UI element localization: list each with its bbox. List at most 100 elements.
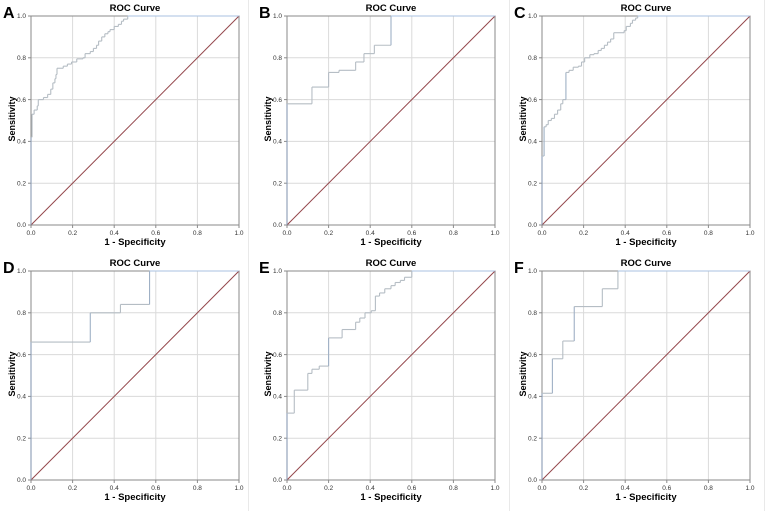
x-tick-label: 1.0 (234, 485, 243, 492)
roc-plot: 0.00.0 0.2 0.2 0.4 0.4 0.6 0.6 0.8 0.8 1.0 1.0 (528, 13, 755, 237)
chart-title: ROC Curve (365, 258, 417, 269)
y-tick-label: 1.0 (17, 13, 26, 20)
x-tick-label: 0.2 (68, 485, 77, 492)
x-axis-label: 1 - Specificity (360, 492, 422, 503)
y-tick-label: 0.0 (17, 477, 26, 484)
plot-frame (286, 270, 496, 481)
y-tick-label: 0.8 (17, 55, 26, 62)
chart-title: ROC Curve (109, 3, 161, 14)
panel-letter: A (3, 5, 15, 22)
panel-e: E ROC Curve Sensitivity 0.0 0.0 0.2 0.2 0.4 0… (256, 255, 511, 510)
chart-title: ROC Curve (365, 3, 417, 14)
roc-plot: 0.00.0 0.2 0.2 0.4 0.4 0.6 0.6 0.8 0.8 1.0 1.0 (273, 268, 500, 492)
reference-line (30, 15, 240, 226)
y-tick-label: 0.2 (273, 180, 282, 187)
x-tick-label: 0.2 (68, 230, 77, 237)
x-tick-label: 0.8 (193, 230, 202, 237)
x-tick-label: 1.0 (490, 485, 499, 492)
x-tick-label: 1.0 (490, 230, 499, 237)
x-tick-label: 0.8 (193, 485, 202, 492)
y-tick-label: 0.0 (273, 477, 282, 484)
chart-title: ROC Curve (620, 258, 672, 269)
x-tick-label: 0.0 (537, 230, 546, 237)
panel-separator (509, 0, 510, 511)
y-tick-label: 0.4 (273, 139, 282, 146)
y-tick-label: 0.8 (17, 310, 26, 317)
x-tick-label: 0.6 (151, 485, 160, 492)
x-tick-label: 1.0 (234, 230, 243, 237)
x-tick-label: 0.8 (449, 230, 458, 237)
panel-letter: F (514, 260, 524, 277)
reference-line (541, 15, 751, 226)
y-tick-label: 0.0 (273, 222, 282, 229)
x-tick-label: 0.0 (26, 230, 35, 237)
roc-plot: 0.00.0 0.2 0.2 0.4 0.4 0.6 0.6 0.8 0.8 1.0 1.0 (273, 13, 500, 237)
x-tick-label: 1.0 (745, 230, 754, 237)
y-tick-label: 0.2 (17, 435, 26, 442)
panel-separator (248, 0, 249, 511)
chart-title: ROC Curve (620, 3, 672, 14)
y-tick-label: 1.0 (273, 268, 282, 275)
y-tick-label: 0.2 (528, 180, 537, 187)
y-tick-label: 0.4 (17, 139, 26, 146)
panel-letter: D (3, 260, 15, 277)
x-tick-label: 0.6 (407, 230, 416, 237)
x-axis-label: 1 - Specificity (615, 492, 677, 503)
y-tick-label: 0.0 (528, 222, 537, 229)
y-tick-label: 0.8 (273, 310, 282, 317)
y-tick-label: 0.0 (17, 222, 26, 229)
x-tick-label: 0.4 (110, 230, 119, 237)
panel-b: B ROC Curve Sensitivity 0.0 0.0 0.2 0.2 0.4 0… (256, 0, 511, 255)
x-axis-label: 1 - Specificity (104, 492, 166, 503)
reference-line (286, 270, 496, 481)
x-tick-label: 0.0 (282, 230, 291, 237)
panel-letter: B (259, 5, 271, 22)
y-tick-label: 0.0 (528, 477, 537, 484)
reference-line (541, 270, 751, 481)
y-tick-label: 0.8 (528, 310, 537, 317)
x-tick-label: 0.0 (282, 485, 291, 492)
y-tick-label: 0.4 (528, 394, 537, 401)
chart-title: ROC Curve (109, 258, 161, 269)
x-axis-label: 1 - Specificity (615, 237, 677, 248)
x-axis-label: 1 - Specificity (360, 237, 422, 248)
x-axis-label: 1 - Specificity (104, 237, 166, 248)
y-tick-label: 0.2 (17, 180, 26, 187)
y-tick-label: 0.4 (273, 394, 282, 401)
x-tick-label: 0.6 (662, 230, 671, 237)
x-tick-label: 0.0 (26, 485, 35, 492)
y-tick-label: 0.8 (273, 55, 282, 62)
panel-letter: E (259, 260, 270, 277)
y-tick-label: 1.0 (528, 13, 537, 20)
roc-plot: 0.00.0 0.2 0.2 0.4 0.4 0.6 0.6 0.8 0.8 1.0 1.0 (17, 268, 244, 492)
reference-line (30, 270, 240, 481)
y-tick-label: 0.6 (528, 97, 537, 104)
x-tick-label: 0.2 (579, 485, 588, 492)
x-tick-label: 0.4 (366, 485, 375, 492)
x-tick-label: 0.4 (366, 230, 375, 237)
reference-line (286, 15, 496, 226)
y-tick-label: 0.4 (17, 394, 26, 401)
x-tick-label: 0.4 (621, 485, 630, 492)
y-tick-label: 0.4 (528, 139, 537, 146)
x-tick-label: 0.8 (704, 230, 713, 237)
x-tick-label: 0.4 (621, 230, 630, 237)
panel-d: D ROC Curve Sensitivity 0.0 0.0 0.2 0.2 0.4 0… (0, 255, 255, 510)
x-tick-label: 0.0 (537, 485, 546, 492)
x-tick-label: 0.2 (324, 230, 333, 237)
y-tick-label: 1.0 (17, 268, 26, 275)
y-tick-label: 0.6 (273, 97, 282, 104)
y-tick-label: 0.6 (273, 352, 282, 359)
x-tick-label: 0.6 (662, 485, 671, 492)
panel-c: C ROC Curve Sensitivity 0.0 0.0 0.2 0.2 0.4 0… (511, 0, 766, 255)
y-tick-label: 0.6 (17, 97, 26, 104)
x-tick-label: 0.8 (449, 485, 458, 492)
y-tick-label: 0.2 (273, 435, 282, 442)
x-tick-label: 1.0 (745, 485, 754, 492)
y-tick-label: 0.6 (17, 352, 26, 359)
x-tick-label: 0.2 (324, 485, 333, 492)
panel-a: A ROC Curve Sensitivity 0.0 0.0 0.2 0.2 0.4 0… (0, 0, 255, 255)
x-tick-label: 0.8 (704, 485, 713, 492)
x-tick-label: 0.6 (407, 485, 416, 492)
